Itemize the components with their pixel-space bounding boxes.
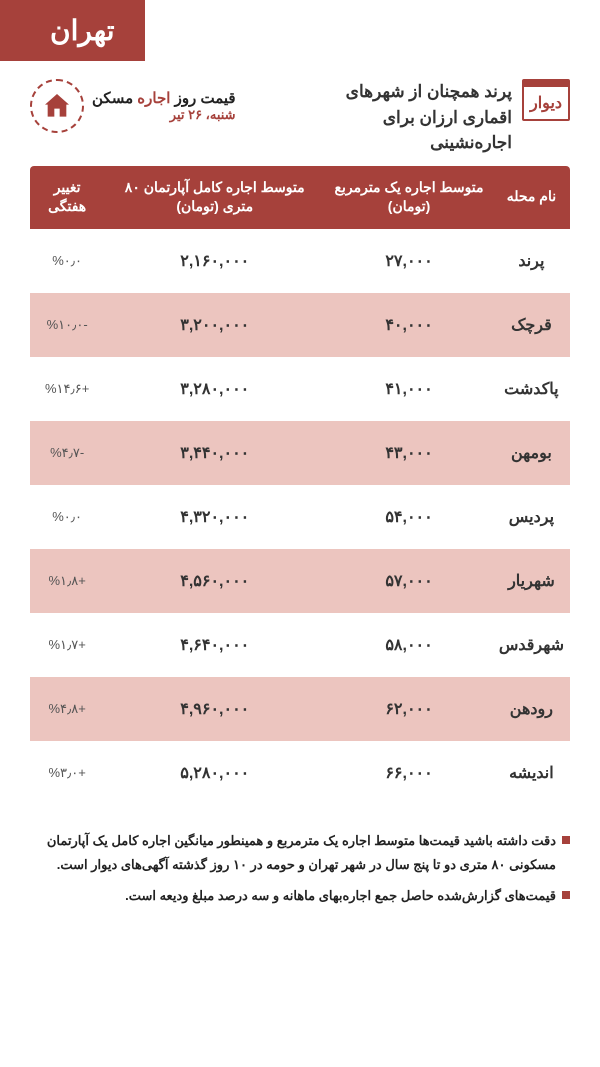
cell-name: پرند [493, 229, 570, 293]
table-row: پردیس۵۴,۰۰۰۴,۳۲۰,۰۰۰%۰٫۰ [30, 485, 570, 549]
table-row: بومهن۴۳,۰۰۰۳,۴۴۰,۰۰۰-%۴٫۷ [30, 421, 570, 485]
cell-change: %۰٫۰ [30, 229, 104, 293]
table-row: قرچک۴۰,۰۰۰۳,۲۰۰,۰۰۰-%۱۰٫۰ [30, 293, 570, 357]
city-title: تهران [0, 0, 145, 61]
cell-sqm: ۴۰,۰۰۰ [325, 293, 493, 357]
cell-full: ۳,۲۰۰,۰۰۰ [104, 293, 325, 357]
cell-sqm: ۵۸,۰۰۰ [325, 613, 493, 677]
cell-full: ۴,۳۲۰,۰۰۰ [104, 485, 325, 549]
cell-sqm: ۴۱,۰۰۰ [325, 357, 493, 421]
table-row: رودهن۶۲,۰۰۰۴,۹۶۰,۰۰۰+%۴٫۸ [30, 677, 570, 741]
price-label-prefix: قیمت روز [170, 90, 235, 107]
note-bullet-icon [562, 836, 570, 844]
house-refresh-icon [30, 79, 84, 133]
cell-change: +%۱٫۸ [30, 549, 104, 613]
rent-table: نام محله متوسط اجاره یک مترمربع (تومان) … [30, 166, 570, 805]
note-text: دقت داشته باشید قیمت‌ها متوسط اجاره یک م… [30, 829, 556, 878]
price-label-accent: اجاره [133, 90, 170, 107]
date-label: شنبه، ۲۶ تیر [92, 107, 236, 123]
cell-name: شهرقدس [493, 613, 570, 677]
cell-full: ۴,۹۶۰,۰۰۰ [104, 677, 325, 741]
col-full: متوسط اجاره کامل آپارتمان ۸۰ متری (تومان… [104, 166, 325, 229]
divar-logo: دیوار [522, 79, 570, 121]
table-row: اندیشه۶۶,۰۰۰۵,۲۸۰,۰۰۰+%۳٫۰ [30, 741, 570, 805]
header-left: قیمت روز اجاره مسکن شنبه، ۲۶ تیر [30, 79, 236, 133]
cell-full: ۴,۶۴۰,۰۰۰ [104, 613, 325, 677]
title-wrap: تهران [0, 0, 600, 61]
note-bullet-icon [562, 891, 570, 899]
cell-sqm: ۶۶,۰۰۰ [325, 741, 493, 805]
cell-change: %۰٫۰ [30, 485, 104, 549]
table-header-row: نام محله متوسط اجاره یک مترمربع (تومان) … [30, 166, 570, 229]
cell-change: +%۴٫۸ [30, 677, 104, 741]
cell-name: پاکدشت [493, 357, 570, 421]
cell-name: پردیس [493, 485, 570, 549]
header-row: دیوار پرند همچنان از شهرهای اقماری ارزان… [0, 61, 600, 166]
col-change: تغییر هفتگی [30, 166, 104, 229]
notes-section: دقت داشته باشید قیمت‌ها متوسط اجاره یک م… [0, 805, 600, 909]
table-body: پرند۲۷,۰۰۰۲,۱۶۰,۰۰۰%۰٫۰ قرچک۴۰,۰۰۰۳,۲۰۰,… [30, 229, 570, 805]
cell-name: قرچک [493, 293, 570, 357]
cell-change: +%۳٫۰ [30, 741, 104, 805]
table-row: پرند۲۷,۰۰۰۲,۱۶۰,۰۰۰%۰٫۰ [30, 229, 570, 293]
cell-name: اندیشه [493, 741, 570, 805]
cell-name: شهریار [493, 549, 570, 613]
cell-sqm: ۵۴,۰۰۰ [325, 485, 493, 549]
cell-sqm: ۶۲,۰۰۰ [325, 677, 493, 741]
cell-sqm: ۲۷,۰۰۰ [325, 229, 493, 293]
cell-full: ۳,۲۸۰,۰۰۰ [104, 357, 325, 421]
page-container: تهران دیوار پرند همچنان از شهرهای اقماری… [0, 0, 600, 1067]
cell-name: رودهن [493, 677, 570, 741]
price-label-suffix: مسکن [92, 90, 133, 107]
table-row: شهریار۵۷,۰۰۰۴,۵۶۰,۰۰۰+%۱٫۸ [30, 549, 570, 613]
table-head: نام محله متوسط اجاره یک مترمربع (تومان) … [30, 166, 570, 229]
note-item: قیمت‌های گزارش‌شده حاصل جمع اجاره‌بهای م… [30, 884, 570, 909]
price-label: قیمت روز اجاره مسکن [92, 89, 236, 107]
cell-sqm: ۴۳,۰۰۰ [325, 421, 493, 485]
header-right: دیوار پرند همچنان از شهرهای اقماری ارزان… [302, 79, 570, 156]
col-name: نام محله [493, 166, 570, 229]
note-item: دقت داشته باشید قیمت‌ها متوسط اجاره یک م… [30, 829, 570, 878]
cell-full: ۴,۵۶۰,۰۰۰ [104, 549, 325, 613]
table-row: پاکدشت۴۱,۰۰۰۳,۲۸۰,۰۰۰+%۱۴٫۶ [30, 357, 570, 421]
cell-full: ۲,۱۶۰,۰۰۰ [104, 229, 325, 293]
cell-sqm: ۵۷,۰۰۰ [325, 549, 493, 613]
cell-full: ۳,۴۴۰,۰۰۰ [104, 421, 325, 485]
cell-change: -%۴٫۷ [30, 421, 104, 485]
note-text: قیمت‌های گزارش‌شده حاصل جمع اجاره‌بهای م… [125, 884, 556, 909]
cell-change: -%۱۰٫۰ [30, 293, 104, 357]
cell-change: +%۱۴٫۶ [30, 357, 104, 421]
subtitle: پرند همچنان از شهرهای اقماری ارزان برای … [302, 79, 512, 156]
cell-full: ۵,۲۸۰,۰۰۰ [104, 741, 325, 805]
col-sqm: متوسط اجاره یک مترمربع (تومان) [325, 166, 493, 229]
header-left-text: قیمت روز اجاره مسکن شنبه، ۲۶ تیر [92, 89, 236, 123]
cell-name: بومهن [493, 421, 570, 485]
table-row: شهرقدس۵۸,۰۰۰۴,۶۴۰,۰۰۰+%۱٫۷ [30, 613, 570, 677]
cell-change: +%۱٫۷ [30, 613, 104, 677]
table-container: نام محله متوسط اجاره یک مترمربع (تومان) … [0, 166, 600, 805]
